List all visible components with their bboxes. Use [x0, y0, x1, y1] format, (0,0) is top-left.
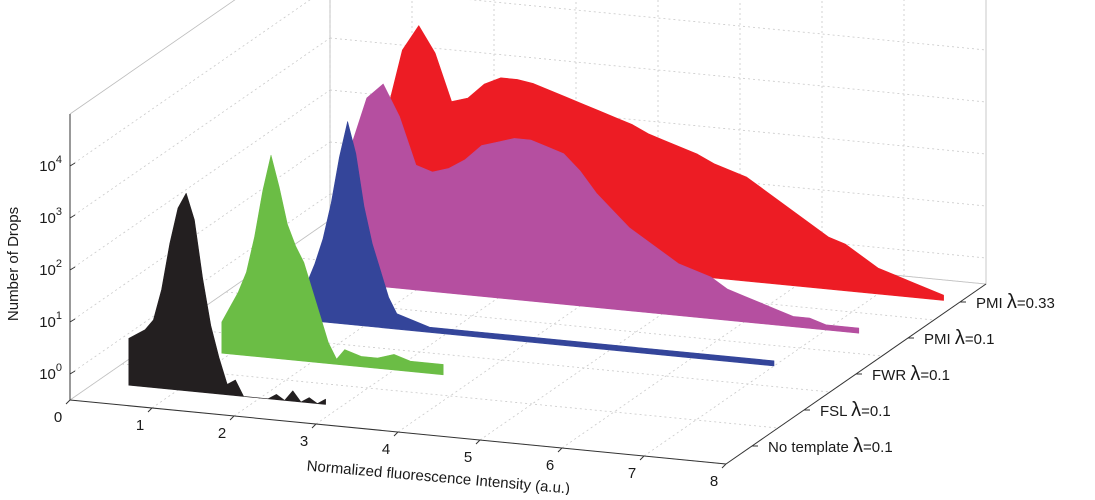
- grid-z-side: [69, 0, 311, 167]
- series-label-3: PMI λ=0.1: [924, 327, 994, 349]
- series-label-4: PMI λ=0.33: [976, 291, 1055, 313]
- series-label-lambda: =0.1: [920, 367, 950, 384]
- series-layer: [128, 25, 944, 405]
- series-area-3: [333, 83, 860, 334]
- series-label-name: No template: [768, 439, 853, 456]
- series-label-0: No template λ=0.1: [768, 435, 893, 457]
- series-label-lambda: =0.33: [1017, 295, 1055, 312]
- x-tick-mark: [475, 439, 481, 445]
- x-tick-label: 3: [300, 433, 308, 450]
- x-tick-label: 4: [382, 441, 390, 458]
- lambda-symbol: λ: [1007, 291, 1017, 313]
- z-tick-label: 100: [39, 362, 62, 383]
- x-tick-mark: [557, 447, 563, 453]
- z-tick-mark: [69, 214, 76, 219]
- x-tick-label: 7: [628, 465, 636, 482]
- series-label-name: PMI: [924, 331, 955, 348]
- series-label-name: FWR: [872, 367, 910, 384]
- z-tick-label: 102: [39, 258, 62, 279]
- series-label-name: PMI: [976, 295, 1007, 312]
- y-axis-title: Number of Drops: [5, 207, 22, 321]
- x-tick-mark: [393, 431, 399, 437]
- series-label-lambda: =0.1: [965, 331, 995, 348]
- x-tick-label: 1: [136, 417, 144, 434]
- series-label-2: FWR λ=0.1: [872, 363, 950, 385]
- x-tick-label: 6: [546, 457, 554, 474]
- x-axis-title: Normalized fluorescence Intensity (a.u.): [306, 458, 571, 495]
- x-tick-mark: [721, 463, 727, 469]
- series-label-lambda: =0.1: [863, 439, 893, 456]
- x-tick-mark: [229, 415, 235, 421]
- x-tick-mark: [65, 399, 71, 405]
- grid-z-side: [69, 37, 331, 219]
- series-label-lambda: =0.1: [861, 403, 891, 420]
- z-tick-mark: [69, 318, 76, 323]
- lambda-symbol: λ: [955, 327, 965, 349]
- z-tick-label: 104: [39, 154, 62, 175]
- series-label-name: FSL: [820, 403, 851, 420]
- lambda-symbol: λ: [853, 435, 863, 457]
- x-tick-mark: [639, 455, 645, 461]
- lambda-symbol: λ: [910, 363, 920, 385]
- z-tick-mark: [69, 162, 76, 167]
- series-label-1: FSL λ=0.1: [820, 399, 891, 421]
- x-tick-label: 8: [710, 473, 718, 490]
- x-tick-label: 2: [218, 425, 226, 442]
- x-tick-mark: [147, 407, 153, 413]
- z-tick-label: 101: [39, 310, 62, 331]
- series-area-2: [298, 121, 775, 367]
- series-area-0: [128, 192, 326, 405]
- lambda-symbol: λ: [851, 399, 861, 421]
- x-tick-label: 0: [54, 409, 62, 426]
- z-tick-mark: [69, 266, 76, 271]
- series-area-1: [221, 154, 444, 376]
- x-tick-mark: [311, 423, 317, 429]
- z-tick-label: 103: [39, 206, 62, 227]
- z-tick-mark: [69, 370, 76, 375]
- x-tick-label: 5: [464, 449, 472, 466]
